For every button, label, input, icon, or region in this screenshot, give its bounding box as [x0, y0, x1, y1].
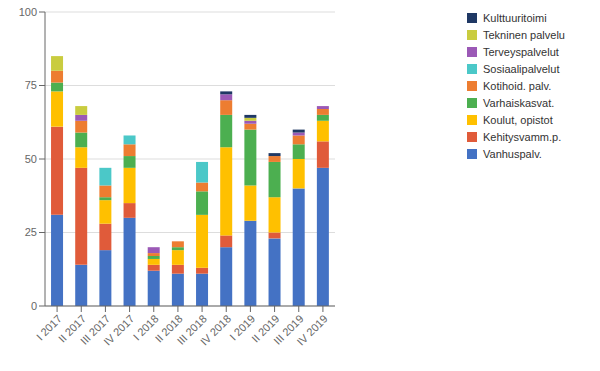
svg-text:II 2018: II 2018 [152, 312, 185, 345]
html-text:Kotihoid. palv.: Kotihoid. palv. [483, 80, 552, 92]
html-text:Koulut, opistot: Koulut, opistot [483, 114, 553, 126]
svg-text:I 2017: I 2017 [33, 312, 64, 343]
html-text:Tekninen palvelu: Tekninen palvelu [483, 29, 565, 41]
svg-text:IV 2018: IV 2018 [198, 312, 233, 347]
svg-text:II 2019: II 2019 [249, 312, 282, 345]
svg-text:100: 100 [19, 6, 37, 18]
svg-text:25: 25 [25, 226, 37, 238]
html-text:Sosiaalipalvelut: Sosiaalipalvelut [483, 63, 560, 75]
svg-text:IV 2017: IV 2017 [101, 312, 136, 347]
html-text:Varhaiskasvat.: Varhaiskasvat. [483, 97, 555, 109]
svg-text:50: 50 [25, 153, 37, 165]
html-text:Terveyspalvelut: Terveyspalvelut [483, 46, 559, 58]
svg-text:III 2019: III 2019 [271, 312, 306, 347]
svg-text:II 2017: II 2017 [55, 312, 89, 345]
svg-text:I 2019: I 2019 [227, 312, 258, 343]
svg-text:III 2018: III 2018 [174, 312, 209, 347]
svg-text:III 2017: III 2017 [77, 312, 113, 347]
html-text:Kehitysvamm.p.: Kehitysvamm.p. [483, 131, 562, 143]
svg-text:0: 0 [31, 300, 37, 312]
svg-text:I 2018: I 2018 [130, 312, 161, 343]
svg-text:75: 75 [25, 79, 37, 91]
svg-text:IV 2019: IV 2019 [295, 312, 330, 347]
html-text:Kulttuuritoimi: Kulttuuritoimi [483, 12, 547, 24]
html-text:Vanhuspalv.: Vanhuspalv. [483, 148, 542, 160]
